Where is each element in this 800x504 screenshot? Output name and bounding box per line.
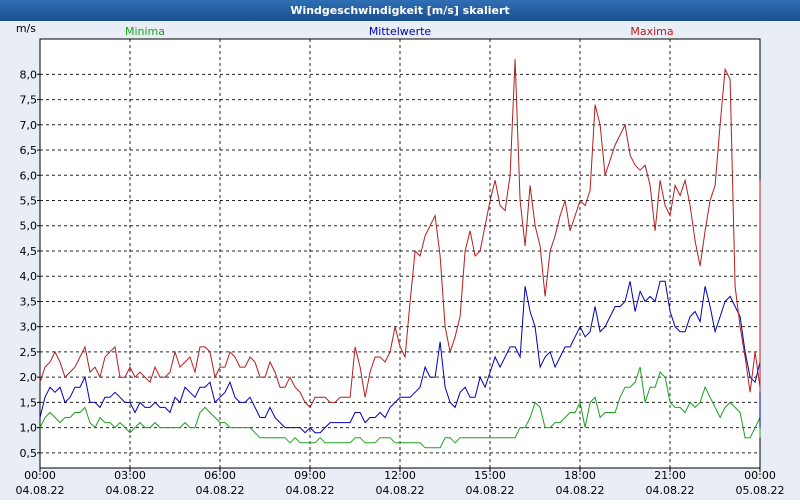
y-tick-label: 5,5 — [20, 195, 38, 208]
x-tick-time: 03:00 — [114, 469, 146, 482]
plot-area — [39, 38, 761, 469]
x-tick-date: 04.08.22 — [646, 484, 695, 497]
x-tick-time: 00:00 — [744, 469, 776, 482]
y-tick-label: 3,5 — [20, 295, 38, 308]
y-tick-label: 0,5 — [20, 447, 38, 460]
y-axis-unit: m/s — [16, 22, 36, 35]
x-tick-date: 04.08.22 — [16, 484, 65, 497]
x-tick-time: 18:00 — [564, 469, 596, 482]
y-tick-label: 7,5 — [20, 94, 38, 107]
legend-minima: Minima — [125, 25, 165, 38]
x-tick-date: 04.08.22 — [466, 484, 515, 497]
x-tick-date: 05.08.22 — [736, 484, 785, 497]
x-tick-date: 04.08.22 — [556, 484, 605, 497]
y-tick-label: 4,5 — [20, 245, 38, 258]
x-tick-date: 04.08.22 — [376, 484, 425, 497]
x-tick-time: 12:00 — [384, 469, 416, 482]
y-tick-label: 2,0 — [20, 371, 38, 384]
x-tick-date: 04.08.22 — [286, 484, 335, 497]
series-line-mittelwerte — [39, 230, 761, 434]
legend-maxima: Maxima — [630, 25, 673, 38]
y-tick-label: 8,0 — [20, 68, 38, 81]
chart-area: 0,5 1,0 1,5 2,0 2,5 3,0 3,5 4,0 4,5 5,0 5,5 6,0 6,5 7… — [0, 21, 800, 500]
x-tick-time: 09:00 — [294, 469, 326, 482]
y-tick-label: 3,0 — [20, 321, 38, 334]
wind-speed-chart: 0,5 1,0 1,5 2,0 2,5 3,0 3,5 4,0 4,5 5,0 5,5 6,0 6,5 7… — [16, 22, 785, 497]
y-tick-label: 1,5 — [20, 396, 38, 409]
x-tick-date: 04.08.22 — [196, 484, 245, 497]
x-tick-time: 15:00 — [474, 469, 506, 482]
series-line-maxima — [39, 59, 761, 409]
y-tick-label: 1,0 — [20, 422, 38, 435]
y-tick-label: 6,0 — [20, 169, 38, 182]
y-tick-label: 2,5 — [20, 346, 38, 359]
x-tick-time: 21:00 — [654, 469, 686, 482]
y-tick-label: 6,5 — [20, 144, 38, 157]
x-tick-date: 04.08.22 — [106, 484, 155, 497]
y-tick-label: 5,0 — [20, 220, 38, 233]
y-tick-label: 4,0 — [20, 270, 38, 283]
chart-title: Windgeschwindigkeit [m/s] skaliert — [0, 0, 800, 21]
y-tick-label: 7,0 — [20, 119, 38, 132]
x-tick-time: 06:00 — [204, 469, 236, 482]
x-tick-time: 00:00 — [24, 469, 56, 482]
legend-mittelwerte: Mittelwerte — [369, 25, 432, 38]
series-line-minima — [39, 366, 761, 449]
